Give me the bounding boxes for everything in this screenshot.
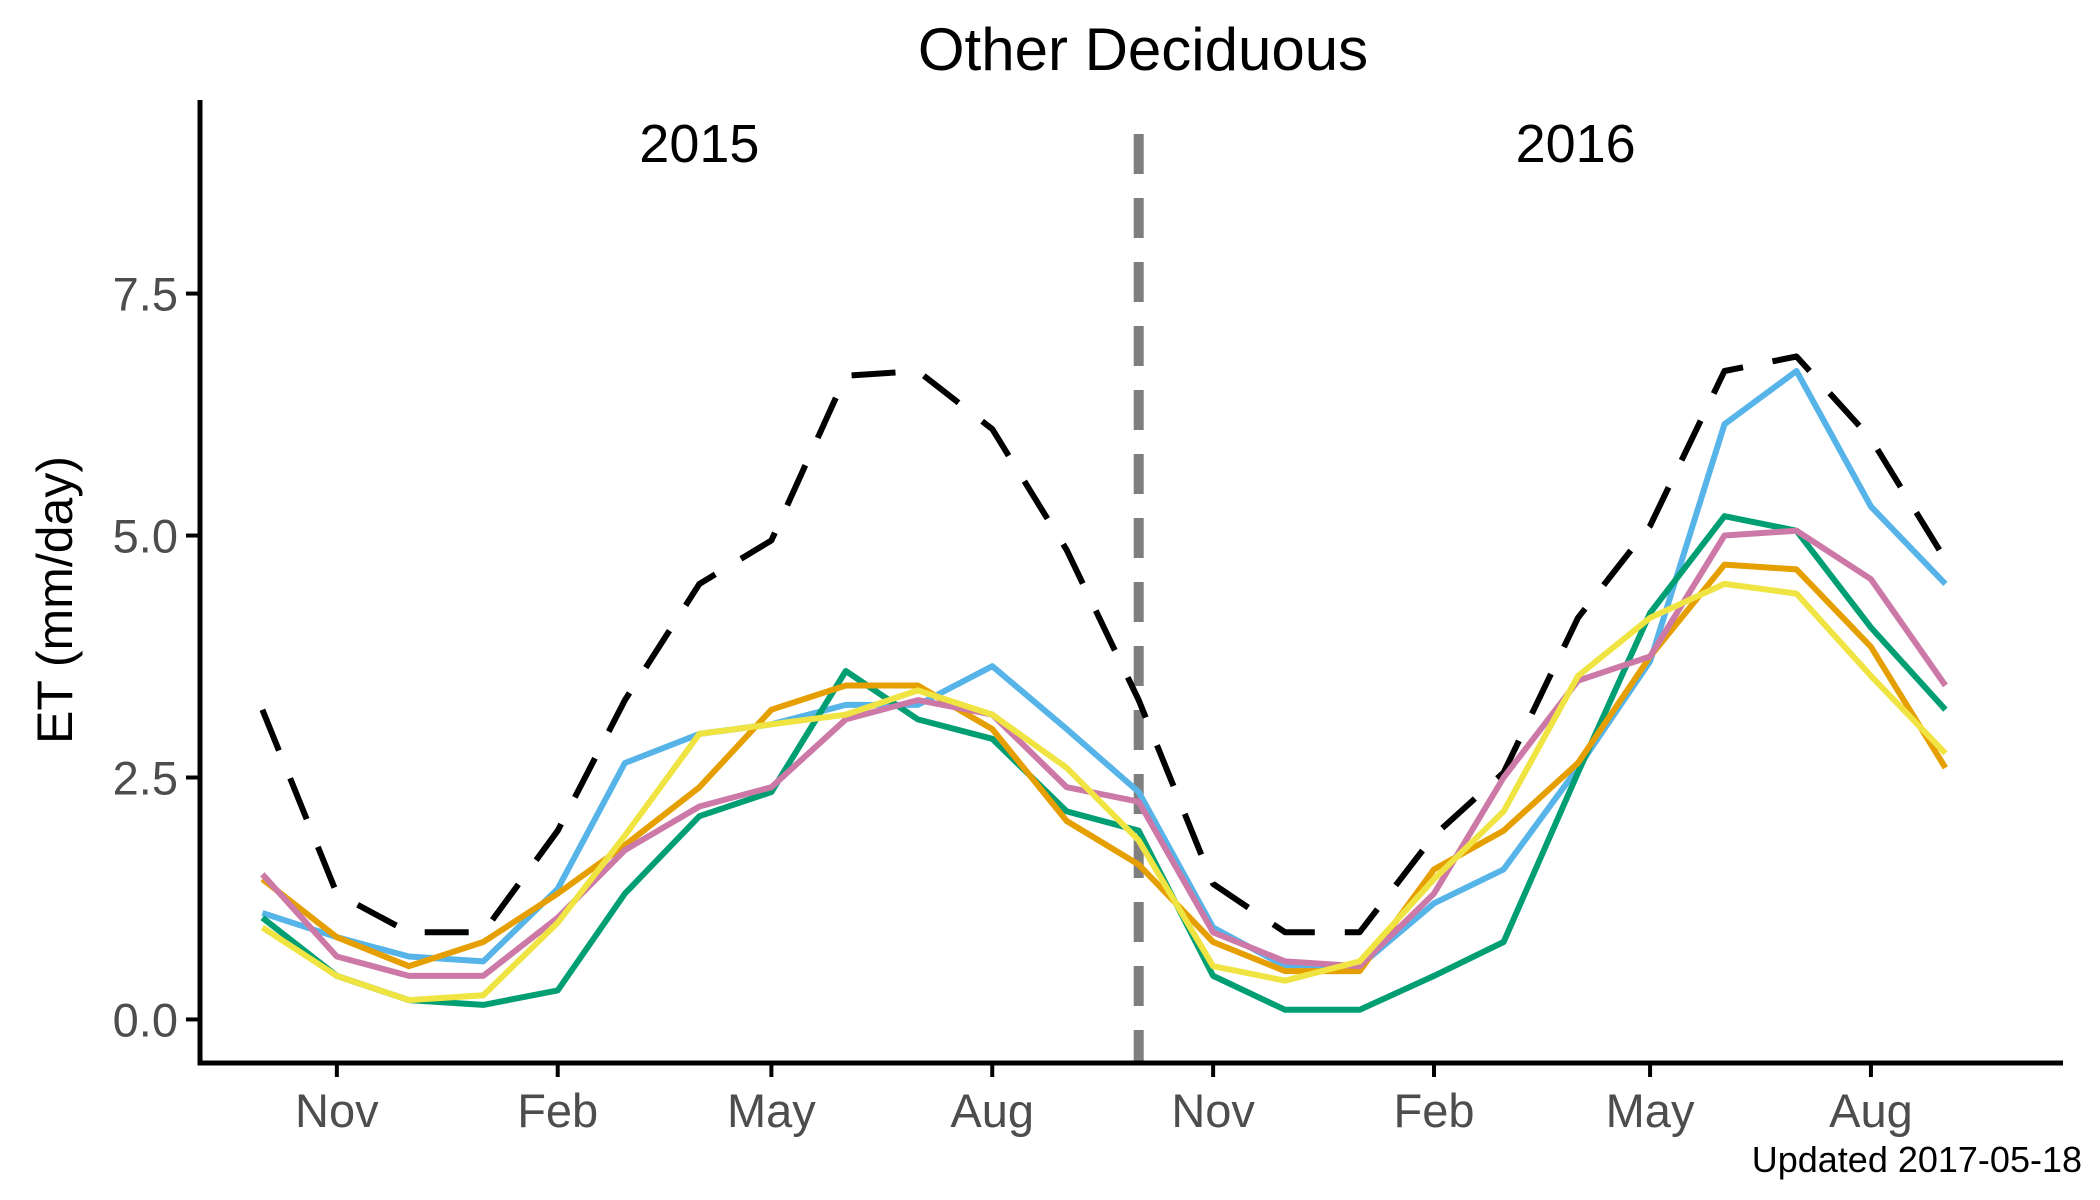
updated-note: Updated 2017-05-18 xyxy=(1752,1139,2082,1180)
x-axis: Nov Feb May Aug Nov Feb May Aug xyxy=(295,1063,1913,1137)
year-label: 2015 xyxy=(639,114,759,174)
y-tick-label: 5.0 xyxy=(113,510,178,563)
x-tick-label: Feb xyxy=(517,1084,598,1137)
x-tick-label: May xyxy=(1606,1084,1695,1137)
series-line-1 xyxy=(261,368,1948,970)
x-tick-label: May xyxy=(727,1084,816,1137)
year-labels: 2015 2016 xyxy=(639,114,1635,174)
series-layer xyxy=(259,353,1948,1013)
y-tick-label: 0.0 xyxy=(113,993,178,1046)
y-tick-label: 2.5 xyxy=(113,751,178,804)
x-tick-label: Aug xyxy=(1829,1084,1913,1137)
y-tick-label: 7.5 xyxy=(113,268,178,321)
x-tick-label: Feb xyxy=(1393,1084,1474,1137)
series-line-5 xyxy=(260,580,1948,1004)
chart-title: Other Deciduous xyxy=(918,16,1368,83)
series-line-2 xyxy=(260,513,1948,1013)
year-label: 2016 xyxy=(1516,114,1636,174)
series-line-4 xyxy=(260,527,1948,979)
x-tick-label: Nov xyxy=(295,1084,379,1137)
series-line-0 xyxy=(259,353,1948,936)
x-tick-label: Aug xyxy=(950,1084,1034,1137)
y-axis-label: ET (mm/day) xyxy=(27,456,83,744)
x-tick-label: Nov xyxy=(1171,1084,1255,1137)
y-axis: 0.0 2.5 5.0 7.5 xyxy=(113,268,200,1046)
